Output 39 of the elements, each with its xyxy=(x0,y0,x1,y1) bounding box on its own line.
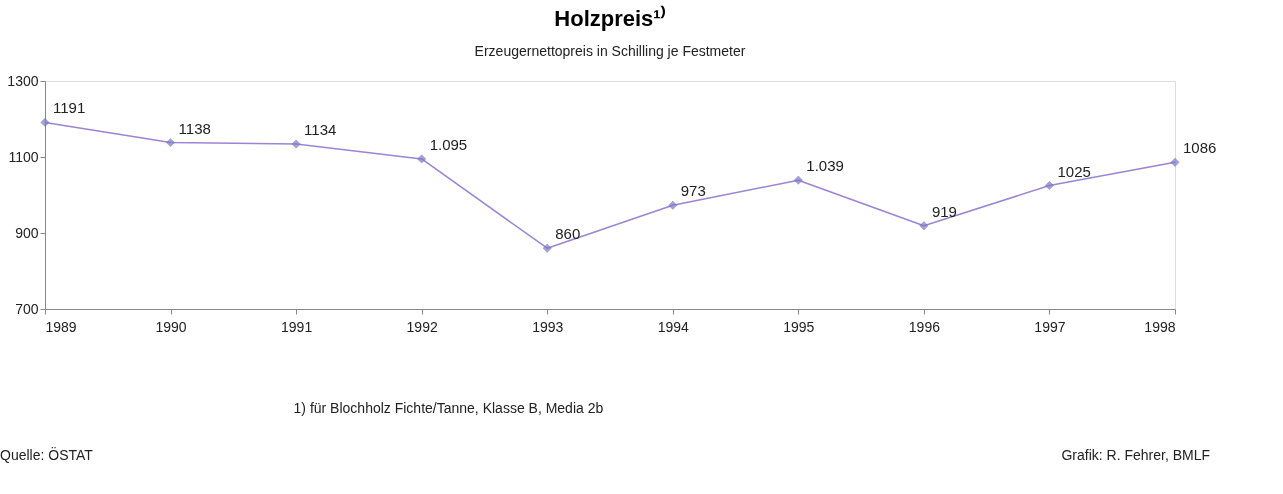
point xyxy=(291,139,301,149)
text: Grafik: R. Fehrer, BMLF xyxy=(1061,447,1210,463)
point xyxy=(668,200,678,210)
data-label: 1086 xyxy=(1183,139,1217,157)
data-label: 1138 xyxy=(178,119,211,137)
x-tick-label: 1990 xyxy=(155,318,187,335)
x-tick-label: 1995 xyxy=(783,318,815,335)
data-label: 1.039 xyxy=(806,157,844,175)
y-tick-label: 1300 xyxy=(7,72,39,89)
data-label: 1025 xyxy=(1057,162,1091,180)
x-tick-label: 1992 xyxy=(406,318,438,335)
point xyxy=(542,243,552,253)
x-tick-label: 1998 xyxy=(1144,318,1176,335)
point xyxy=(1045,181,1054,190)
y-tick-label: 1100 xyxy=(8,148,39,165)
chart-title: Holzpreis¹⁾ xyxy=(554,5,666,31)
data-label: 860 xyxy=(555,225,581,243)
data-label: 1134 xyxy=(304,121,337,139)
y-tick-label: 900 xyxy=(15,224,39,241)
x-tick-label: 1997 xyxy=(1034,318,1066,335)
point xyxy=(919,221,929,231)
x-tick-label: 1991 xyxy=(281,318,313,335)
point xyxy=(793,175,803,185)
y-tick-label: 700 xyxy=(15,300,39,317)
chart-subtitle: Erzeugernettopreis in Schilling je Festmeter xyxy=(474,43,746,59)
point xyxy=(166,138,175,147)
x-tick-label: 1989 xyxy=(45,318,77,335)
point xyxy=(40,117,50,127)
point xyxy=(417,154,427,164)
x-tick-label: 1994 xyxy=(657,318,690,335)
point xyxy=(1170,157,1180,167)
data-label: 1.095 xyxy=(429,135,468,153)
x-tick-label: 1993 xyxy=(532,318,564,335)
data-label: 919 xyxy=(931,202,957,220)
x-tick-label: 1996 xyxy=(908,318,941,335)
data-label: 1191 xyxy=(53,99,86,117)
text: 1) für Blochholz Fichte/Tanne, Klasse B, Media 2b xyxy=(293,400,604,416)
source-note: Quelle: ÖSTAT xyxy=(0,446,94,463)
data-label: 973 xyxy=(680,182,706,200)
